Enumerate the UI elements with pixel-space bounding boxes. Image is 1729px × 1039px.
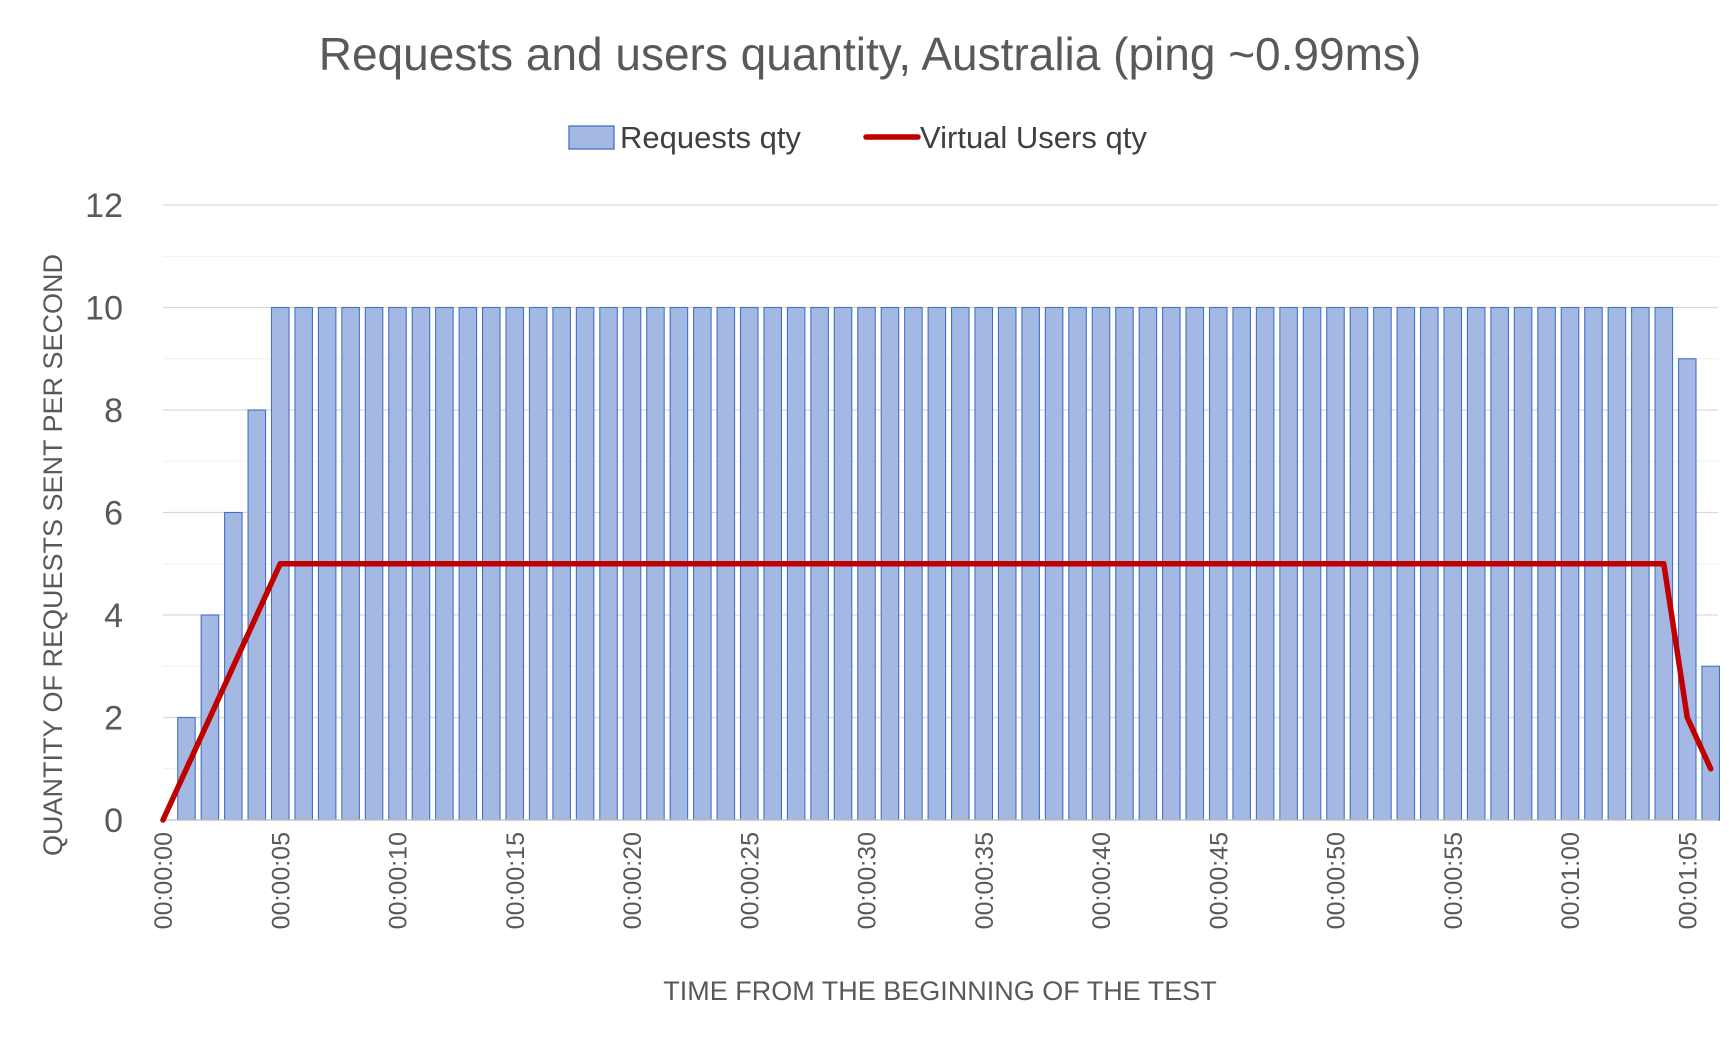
legend-label-requests: Requests qty — [620, 120, 801, 155]
y-tick-label: 2 — [104, 700, 123, 738]
x-tick-label: 00:00:30 — [854, 832, 882, 929]
legend-swatch-requests — [568, 125, 615, 150]
x-tick-label: 00:00:35 — [971, 832, 999, 929]
x-tick-label: 00:00:45 — [1205, 832, 1233, 929]
virtual-users-line — [160, 561, 1714, 823]
y-tick-label: 12 — [85, 187, 123, 225]
x-tick-label: 00:00:25 — [736, 832, 764, 929]
x-tick-label: 00:00:15 — [502, 832, 530, 929]
legend-label-virtual-users: Virtual Users qty — [920, 120, 1147, 155]
x-tick-label: 00:00:55 — [1440, 832, 1468, 929]
y-tick-label: 4 — [104, 597, 123, 635]
x-tick-label: 00:00:00 — [150, 832, 178, 929]
requests-bar — [1701, 665, 1720, 821]
requests-bar — [1677, 358, 1697, 821]
x-tick-label: 00:00:50 — [1323, 832, 1351, 929]
y-tick-label: 10 — [85, 290, 123, 328]
x-tick-label: 00:00:05 — [267, 832, 295, 929]
y-tick-label: 0 — [104, 802, 123, 840]
x-tick-label: 00:01:00 — [1557, 832, 1585, 929]
y-tick-label: 8 — [104, 392, 123, 430]
x-tick-label: 00:00:10 — [385, 832, 413, 929]
y-axis-title: QUANTITY OF REQUESTS SENT PER SECOND — [38, 254, 68, 856]
y-axis-ticks: 0 2 4 6 8 10 12 — [85, 187, 123, 840]
x-axis-ticks: 00:00:00 00:00:05 00:00:10 00:00:15 00:00:20… — [150, 832, 1702, 929]
x-axis-title: TIME FROM THE BEGINNING OF THE TEST — [663, 976, 1217, 1006]
legend: Requests qty Virtual Users qty — [568, 120, 1147, 155]
y-tick-label: 6 — [104, 495, 123, 533]
chart-title: Requests and users quantity, Australia (… — [319, 28, 1421, 80]
x-tick-label: 00:01:05 — [1674, 832, 1702, 929]
x-tick-label: 00:00:40 — [1088, 832, 1116, 929]
x-tick-label: 00:00:20 — [619, 832, 647, 929]
